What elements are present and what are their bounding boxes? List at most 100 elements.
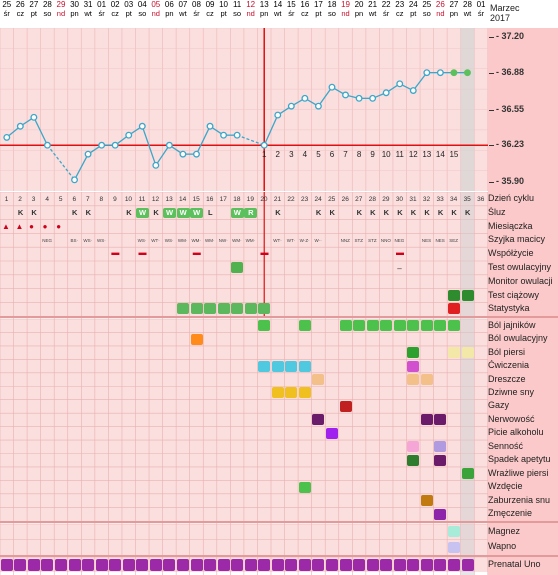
- day-header[interactable]: 26 cz: [14, 0, 28, 28]
- day-header[interactable]: 23 cz: [393, 0, 407, 28]
- cycle-day-number: 11: [136, 196, 149, 203]
- day-number: 27: [447, 0, 461, 9]
- symptom-mark: [448, 320, 460, 331]
- cervix-mark: WM·: [203, 238, 216, 243]
- mucus-mark: K: [421, 208, 434, 218]
- temperature-point: [99, 142, 105, 148]
- symptom-mark: [407, 347, 419, 358]
- cycle-day-number: 5: [54, 196, 67, 203]
- cervix-mark: WS·: [136, 238, 149, 243]
- symptom-mark: [434, 455, 446, 466]
- statistic-mark: [245, 303, 257, 314]
- day-header[interactable]: 14 wt: [271, 0, 285, 28]
- symptom-mark: [407, 361, 419, 372]
- intercourse-heart-icon: ▬: [396, 248, 404, 257]
- temperature-point: [180, 151, 186, 157]
- day-name: pt: [312, 9, 326, 18]
- supplement-mark: [448, 526, 460, 537]
- row-label: Wapno: [488, 541, 558, 551]
- day-header[interactable]: 07 wt: [176, 0, 190, 28]
- day-name: pn: [352, 9, 366, 18]
- temperature-point: [85, 151, 91, 157]
- cycle-day-number: 20: [257, 196, 270, 203]
- cervix-mark: WM·: [244, 238, 257, 243]
- day-header[interactable]: 09 cz: [203, 0, 217, 28]
- prenatal-mark: [96, 559, 108, 571]
- symptom-mark: [421, 495, 433, 506]
- day-header[interactable]: 22 śr: [379, 0, 393, 28]
- row-label: Statystyka: [488, 303, 558, 313]
- day-name: nd: [244, 9, 258, 18]
- day-header[interactable]: 31 wt: [81, 0, 95, 28]
- y-tick: [489, 182, 494, 183]
- day-header[interactable]: 25 śr: [0, 0, 14, 28]
- day-header[interactable]: 16 cz: [298, 0, 312, 28]
- cervix-mark: WT·: [285, 238, 298, 243]
- day-header[interactable]: 03 pt: [122, 0, 136, 28]
- day-header[interactable]: 25 so: [420, 0, 434, 28]
- day-header[interactable]: 01 śr: [474, 0, 488, 28]
- day-header[interactable]: 01 śr: [95, 0, 109, 28]
- day-header[interactable]: 20 pn: [352, 0, 366, 28]
- day-name: pn: [163, 9, 177, 18]
- symptom-mark: [191, 334, 203, 345]
- day-header[interactable]: 06 pn: [163, 0, 177, 28]
- temperature-point: [234, 132, 240, 138]
- day-number: 21: [366, 0, 380, 9]
- ovulation-test-mark: [231, 262, 243, 273]
- day-header[interactable]: 27 pn: [447, 0, 461, 28]
- day-number: 08: [190, 0, 204, 9]
- temperature-point: [126, 132, 132, 138]
- day-number: 31: [81, 0, 95, 9]
- prenatal-mark: [191, 559, 203, 571]
- temperature-point: [275, 112, 281, 118]
- row-label: Picie alkoholu: [488, 427, 558, 437]
- statistic-mark: [177, 303, 189, 314]
- day-name: nd: [434, 9, 448, 18]
- day-number: 10: [217, 0, 231, 9]
- day-header[interactable]: 04 so: [136, 0, 150, 28]
- day-header[interactable]: 11 so: [230, 0, 244, 28]
- day-header[interactable]: 08 śr: [190, 0, 204, 28]
- day-name: pt: [217, 9, 231, 18]
- cycle-day-number: 25: [325, 196, 338, 203]
- day-header[interactable]: 13 pn: [257, 0, 271, 28]
- prenatal-mark: [340, 559, 352, 571]
- day-header[interactable]: 21 wt: [366, 0, 380, 28]
- day-header[interactable]: 27 pt: [27, 0, 41, 28]
- section-divider: [0, 316, 558, 318]
- day-header[interactable]: 10 pt: [217, 0, 231, 28]
- day-header[interactable]: 28 wt: [461, 0, 475, 28]
- day-header[interactable]: 17 pt: [312, 0, 326, 28]
- mucus-mark: K: [272, 208, 285, 218]
- cycle-day-number: 4: [41, 196, 54, 203]
- cycle-day-number: 12: [149, 196, 162, 203]
- phase-day-label: 15: [449, 150, 458, 159]
- prenatal-mark: [326, 559, 338, 571]
- cycle-day-number: 21: [271, 196, 284, 203]
- cervix-mark: NNO: [379, 238, 392, 243]
- day-header[interactable]: 18 so: [325, 0, 339, 28]
- day-name: wt: [81, 9, 95, 18]
- day-header[interactable]: 30 pn: [68, 0, 82, 28]
- prenatal-mark: [380, 559, 392, 571]
- temperature-point: [4, 135, 10, 141]
- day-header[interactable]: 28 so: [41, 0, 55, 28]
- day-number: 19: [339, 0, 353, 9]
- day-name: cz: [14, 9, 28, 18]
- day-header[interactable]: 15 śr: [285, 0, 299, 28]
- year-name: 2017: [490, 13, 510, 23]
- cycle-day-number: 36: [474, 196, 487, 203]
- symptom-mark: [258, 361, 270, 372]
- day-header[interactable]: 24 pt: [407, 0, 421, 28]
- temperature-point: [451, 70, 457, 76]
- mucus-mark: K: [326, 208, 339, 218]
- pregnancy-test-mark: [462, 290, 474, 301]
- day-header[interactable]: 02 cz: [108, 0, 122, 28]
- row-label: Ból jajników: [488, 320, 558, 330]
